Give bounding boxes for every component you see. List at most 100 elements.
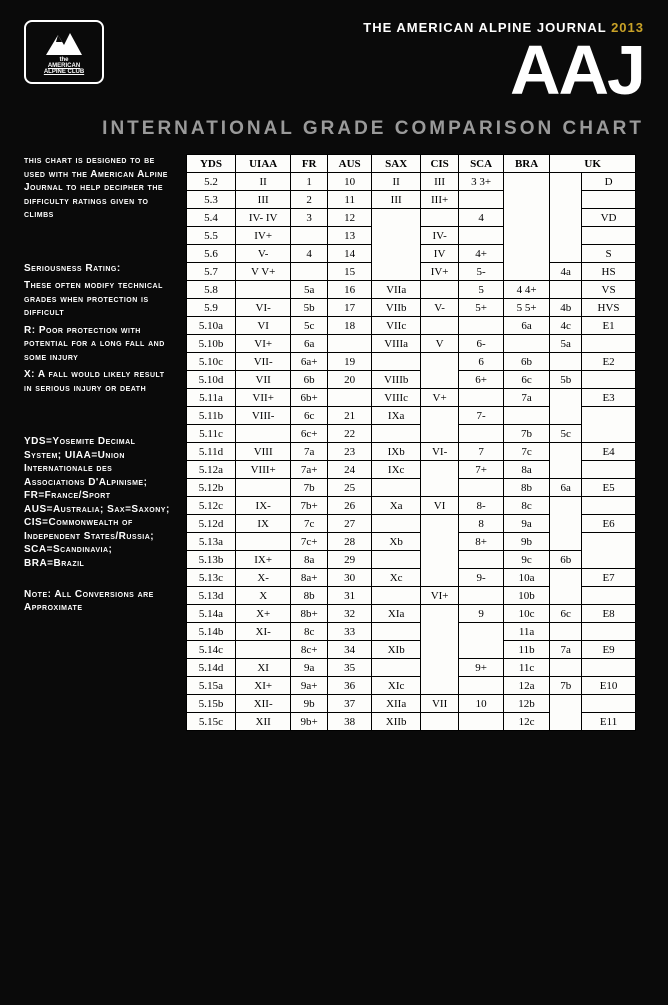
logo-alpine-club: ALPINE CLUB	[44, 69, 84, 75]
cell-fr-3	[291, 227, 328, 245]
cell-sax-17	[372, 479, 420, 497]
cell-sca-14	[459, 425, 503, 443]
cell-yds-13: 5.11b	[187, 407, 236, 425]
cell-aus-23: 31	[327, 587, 371, 605]
cell-aus-1: 11	[327, 191, 371, 209]
cell-uk2-25	[582, 623, 636, 641]
cell-uiaa-16: VIII+	[235, 461, 290, 479]
cell-uiaa-15: VIII	[235, 443, 290, 461]
cell-yds-17: 5.12b	[187, 479, 236, 497]
cell-sca-3	[459, 227, 503, 245]
cell-sca-27: 9+	[459, 659, 503, 677]
cell-yds-14: 5.11c	[187, 425, 236, 443]
cell-yds-20: 5.13a	[187, 533, 236, 551]
cell-bra-16: 8a	[503, 461, 549, 479]
col-header-bra: BRA	[503, 155, 549, 173]
cell-uk1-26: 7a	[550, 641, 582, 659]
cell-uk2-13	[582, 407, 636, 443]
cell-sax-28: XIc	[372, 677, 420, 695]
cell-fr-22: 8a+	[291, 569, 328, 587]
cell-cis-10	[420, 353, 458, 389]
cell-aus-21: 29	[327, 551, 371, 569]
cell-yds-24: 5.14a	[187, 605, 236, 623]
cell-bra-8: 6a	[503, 317, 549, 335]
cell-sax-12: VIIIc	[372, 389, 420, 407]
cell-uk2-23	[582, 587, 636, 605]
cell-uk2-5: HS	[582, 263, 636, 281]
col-header-aus: AUS	[327, 155, 371, 173]
cell-uk1-10	[550, 353, 582, 371]
cell-sax-14	[372, 425, 420, 443]
cell-uiaa-10: VII-	[235, 353, 290, 371]
cell-uk2-3	[582, 227, 636, 245]
cell-uiaa-28: XI+	[235, 677, 290, 695]
cell-bra-9	[503, 335, 549, 353]
cell-uk1-15	[550, 443, 582, 479]
cell-bra-19: 9a	[503, 515, 549, 533]
cell-aus-2: 12	[327, 209, 371, 227]
cell-uk2-16	[582, 461, 636, 479]
cell-uk1-25	[550, 623, 582, 641]
cell-cis-30	[420, 713, 458, 731]
cell-fr-4: 4	[291, 245, 328, 263]
cell-aus-9	[327, 335, 371, 353]
cell-aus-20: 28	[327, 533, 371, 551]
cell-uk2-10: E2	[582, 353, 636, 371]
cell-fr-5	[291, 263, 328, 281]
cell-sax-7: VIIb	[372, 299, 420, 317]
cell-sca-11: 6+	[459, 371, 503, 389]
cell-sca-0: 3 3+	[459, 173, 503, 191]
cell-uk1-29	[550, 695, 582, 731]
cell-fr-20: 7c+	[291, 533, 328, 551]
cell-yds-26: 5.14c	[187, 641, 236, 659]
cell-aus-29: 37	[327, 695, 371, 713]
cell-bra-18: 8c	[503, 497, 549, 515]
cell-uk2-2: VD	[582, 209, 636, 227]
cell-fr-19: 7c	[291, 515, 328, 533]
cell-uiaa-21: IX+	[235, 551, 290, 569]
cell-fr-15: 7a	[291, 443, 328, 461]
cell-uk2-17: E5	[582, 479, 636, 497]
cell-yds-6: 5.8	[187, 281, 236, 299]
cell-uk1-11: 5b	[550, 371, 582, 389]
cell-uk2-15: E4	[582, 443, 636, 461]
cell-fr-28: 9a+	[291, 677, 328, 695]
cell-uiaa-0: II	[235, 173, 290, 191]
grade-table: YDSUIAAFRAUSSAXCISSCABRAUK 5.2II110IIIII…	[186, 154, 636, 731]
col-header-fr: FR	[291, 155, 328, 173]
cell-yds-7: 5.9	[187, 299, 236, 317]
cell-fr-1: 2	[291, 191, 328, 209]
cell-uiaa-11: VII	[235, 371, 290, 389]
cell-uk1-7: 4b	[550, 299, 582, 317]
cell-uiaa-1: III	[235, 191, 290, 209]
cell-aus-14: 22	[327, 425, 371, 443]
cell-cis-16	[420, 461, 458, 497]
cell-fr-30: 9b+	[291, 713, 328, 731]
cell-fr-6: 5a	[291, 281, 328, 299]
cell-uiaa-23: X	[235, 587, 290, 605]
cell-yds-15: 5.11d	[187, 443, 236, 461]
cell-bra-7: 5 5+	[503, 299, 549, 317]
note-approx: Note: All Conversions are Approximate	[24, 588, 174, 615]
cell-uk1-18	[550, 497, 582, 551]
legend-abbrev: YDS=Yosemite Decimal System; UIAA=Union …	[24, 435, 174, 570]
mountain-icon	[44, 29, 84, 57]
cell-uk1-12	[550, 389, 582, 425]
col-header-uk: UK	[550, 155, 636, 173]
cell-uiaa-5: V V+	[235, 263, 290, 281]
cell-cis-6	[420, 281, 458, 299]
cell-fr-21: 8a	[291, 551, 328, 569]
cell-sca-30	[459, 713, 503, 731]
cell-fr-2: 3	[291, 209, 328, 227]
cell-yds-1: 5.3	[187, 191, 236, 209]
cell-uk1-17: 6a	[550, 479, 582, 497]
cell-sax-21	[372, 551, 420, 569]
cell-aus-7: 17	[327, 299, 371, 317]
cell-sax-18: Xa	[372, 497, 420, 515]
r-definition: R: Poor protection with potential for a …	[24, 324, 174, 365]
cell-aus-24: 32	[327, 605, 371, 623]
cell-sax-9: VIIIa	[372, 335, 420, 353]
cell-yds-2: 5.4	[187, 209, 236, 227]
cell-bra-29: 12b	[503, 695, 549, 713]
cell-bra-22: 10a	[503, 569, 549, 587]
